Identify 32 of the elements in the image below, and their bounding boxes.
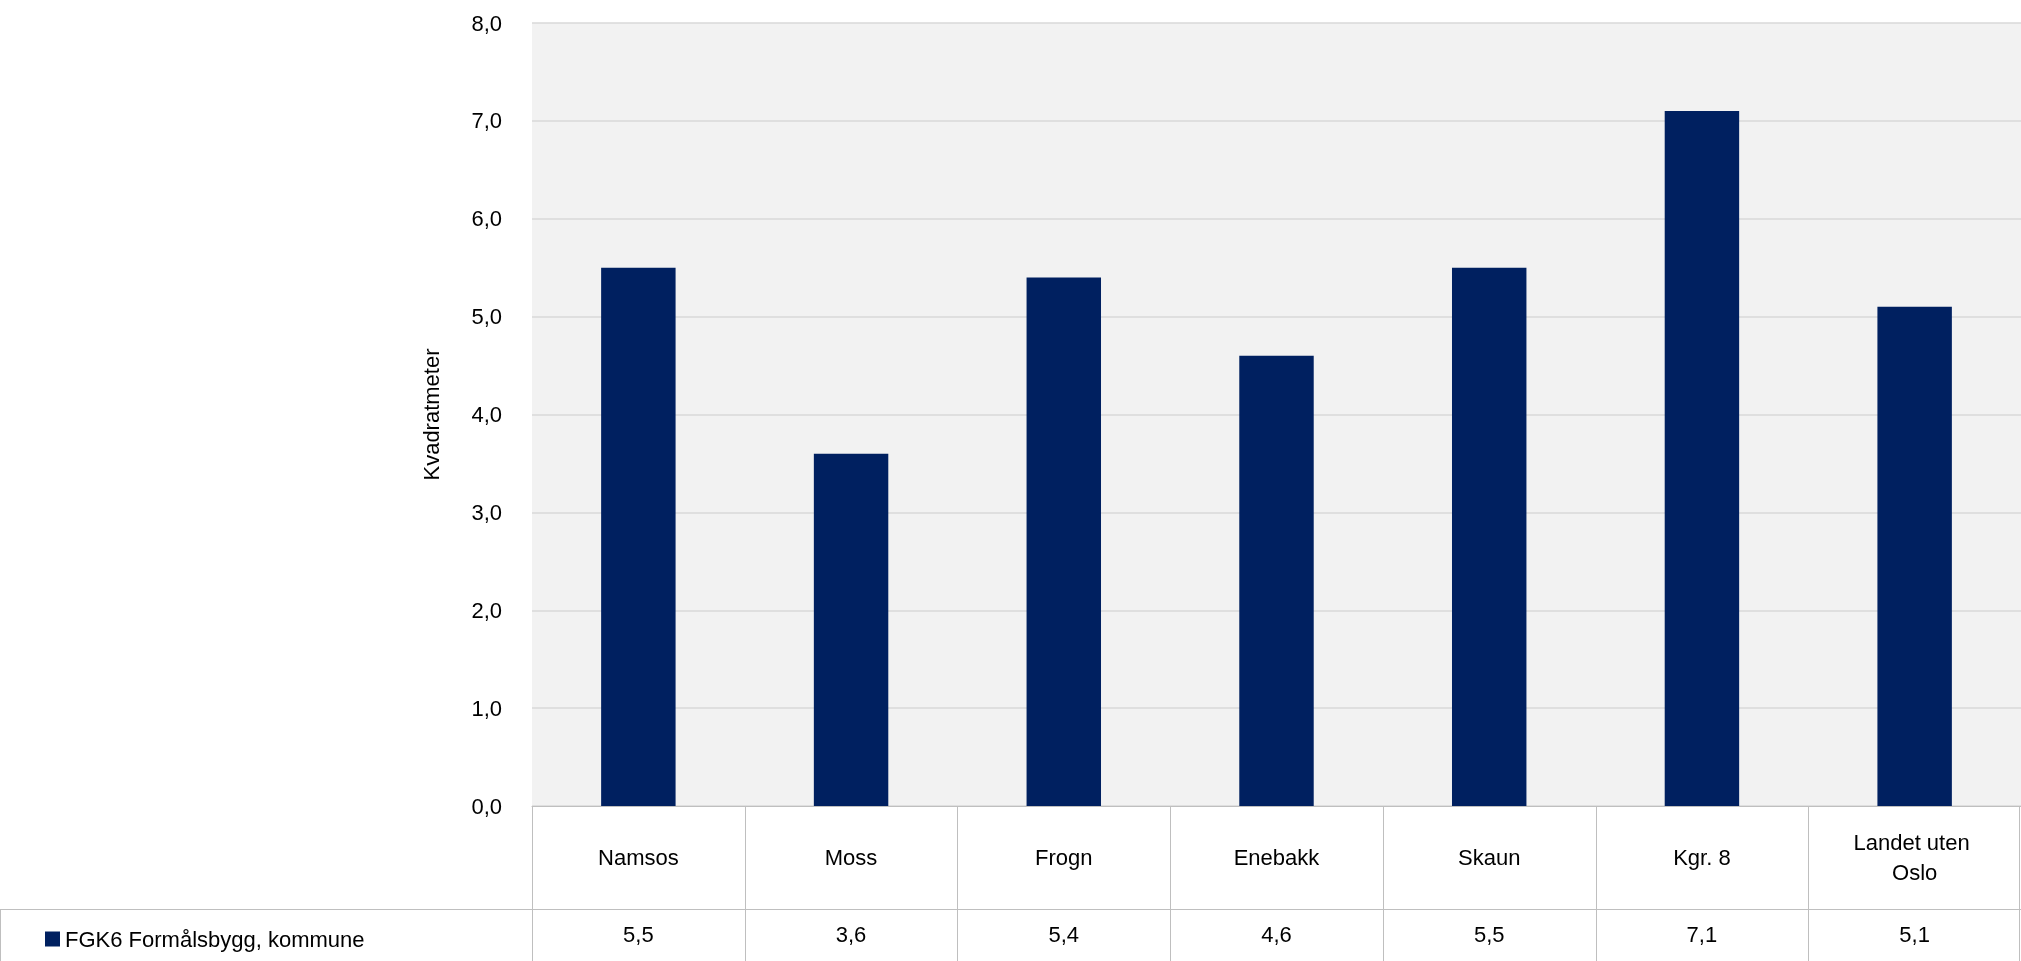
y-tick-label: 6,0 <box>471 206 502 232</box>
y-axis-title: Kvadratmeter <box>418 348 444 481</box>
text: 5,4 <box>1048 922 1080 947</box>
y-tick-label: 7,0 <box>471 108 502 134</box>
text: 5,1 <box>1899 922 1930 947</box>
text: 4,6 <box>1261 922 1292 947</box>
text: 5,5 <box>1473 922 1505 947</box>
x-tick-label: Frogn <box>1035 844 1093 870</box>
bar <box>1877 306 1952 806</box>
x-tick-label: Moss <box>824 844 878 870</box>
y-tick-label: 4,0 <box>471 402 502 427</box>
bar <box>1239 355 1314 806</box>
text: 5,5 <box>623 922 654 947</box>
y-tick-label: 8,0 <box>471 10 502 36</box>
bar <box>601 267 676 806</box>
x-tick-label: Namsos <box>598 844 679 870</box>
y-tick-label: 2,0 <box>471 597 502 623</box>
x-tick-label: Skaun <box>1458 844 1521 870</box>
text: 7,1 <box>1686 922 1718 947</box>
x-tick-label: Enebakk <box>1233 844 1321 870</box>
x-tick-label: Kgr. 8 <box>1673 844 1731 870</box>
y-tick-label: 5,0 <box>471 304 502 330</box>
bar <box>1451 267 1527 806</box>
x-tick-label: Landet uten Oslo <box>1853 829 1976 885</box>
y-tick-label: 0,0 <box>471 793 502 819</box>
bar <box>1026 277 1102 806</box>
text: 3,6 <box>835 922 867 947</box>
y-tick-label: 3,0 <box>471 499 502 525</box>
bar <box>813 453 889 806</box>
legend-label: FGK6 Formålsbygg, kommune <box>65 926 365 952</box>
y-tick-label: 1,0 <box>471 695 502 721</box>
bar <box>1664 111 1740 806</box>
